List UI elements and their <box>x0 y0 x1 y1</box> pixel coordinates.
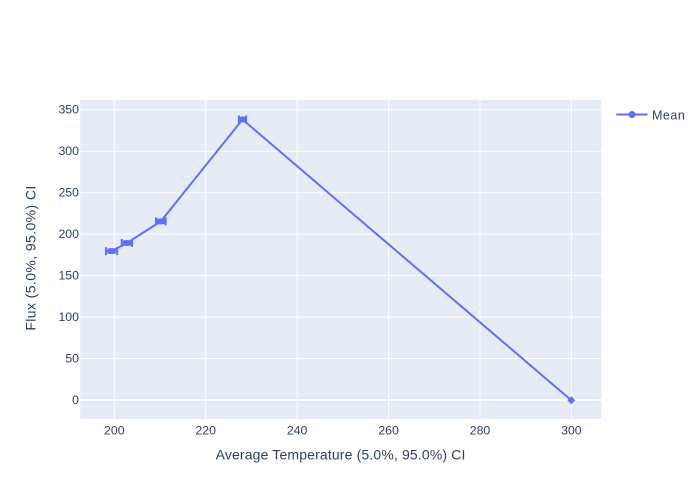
svg-text:280: 280 <box>470 424 491 438</box>
svg-text:350: 350 <box>58 103 79 117</box>
svg-text:Flux (5.0%, 95.0%) CI: Flux (5.0%, 95.0%) CI <box>23 185 39 330</box>
svg-text:220: 220 <box>195 424 216 438</box>
svg-text:Average Temperature (5.0%, 95.: Average Temperature (5.0%, 95.0%) CI <box>216 447 466 463</box>
svg-text:250: 250 <box>58 186 79 200</box>
svg-text:200: 200 <box>58 227 79 241</box>
svg-text:240: 240 <box>287 424 308 438</box>
svg-text:Mean: Mean <box>652 109 685 123</box>
svg-text:300: 300 <box>58 144 79 158</box>
svg-text:150: 150 <box>58 269 79 283</box>
svg-text:0: 0 <box>72 393 79 407</box>
svg-text:50: 50 <box>65 352 79 366</box>
svg-text:200: 200 <box>104 424 125 438</box>
svg-text:100: 100 <box>58 310 79 324</box>
svg-text:260: 260 <box>378 424 399 438</box>
svg-text:300: 300 <box>561 424 582 438</box>
